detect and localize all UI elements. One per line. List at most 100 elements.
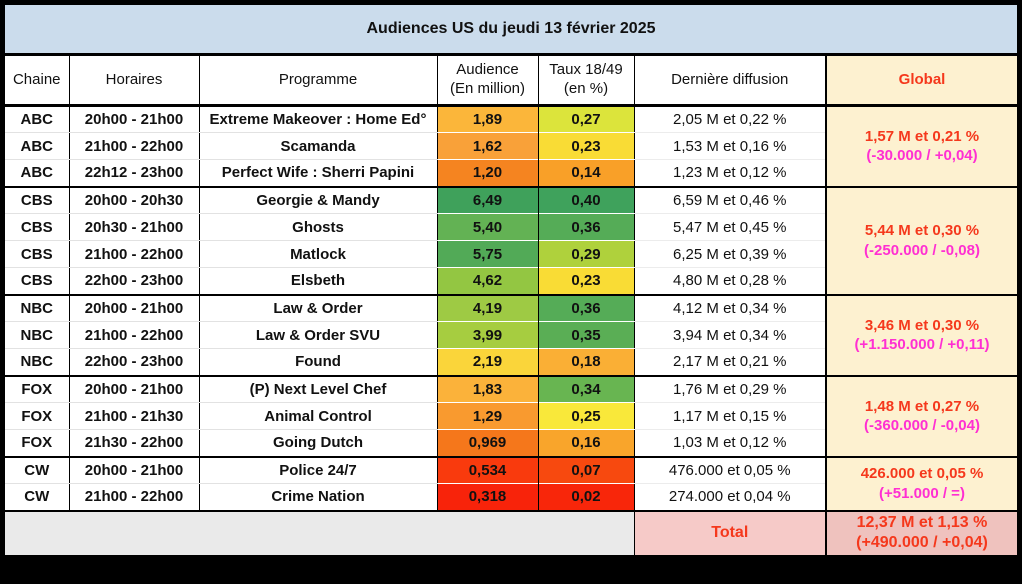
rating-cell: 0,35 [537, 321, 634, 349]
table-row: FOX 21h30 - 22h00 Going Dutch 0,969 0,16… [5, 429, 1017, 458]
audience-cell: 0,969 [436, 429, 538, 458]
global-cell: 5,44 M et 0,30 % (-250.000 / -0,08) [825, 186, 1017, 296]
programme-cell: Animal Control [198, 402, 437, 430]
global-delta: (-30.000 / +0,04) [866, 147, 978, 165]
last-broadcast-cell: 5,47 M et 0,45 % [633, 213, 826, 241]
audience-cell: 1,20 [436, 159, 538, 188]
global-average: 5,44 M et 0,30 % [864, 222, 980, 239]
network-cell: FOX [5, 429, 69, 458]
last-broadcast-cell: 4,80 M et 0,28 % [633, 267, 826, 296]
global-average: 1,48 M et 0,27 % [864, 397, 980, 415]
rating-cell: 0,27 [537, 105, 634, 133]
programme-cell: Matlock [198, 240, 437, 268]
timeslot-cell: 21h00 - 22h00 [68, 321, 199, 349]
network-cell: CBS [5, 240, 69, 268]
last-broadcast-cell: 1,17 M et 0,15 % [633, 402, 826, 430]
last-broadcast-cell: 2,17 M et 0,21 % [633, 348, 826, 377]
global-cell: 426.000 et 0,05 % (+51.000 / =) [825, 456, 1017, 512]
global-delta: (+1.150.000 / +0,11) [854, 336, 990, 353]
audience-cell: 5,40 [436, 213, 538, 241]
audience-cell: 1,83 [436, 375, 538, 403]
programme-cell: Police 24/7 [198, 456, 437, 484]
rating-cell: 0,36 [537, 213, 634, 241]
last-broadcast-cell: 476.000 et 0,05 % [633, 456, 826, 484]
timeslot-cell: 21h00 - 22h00 [68, 483, 199, 512]
timeslot-cell: 22h12 - 23h00 [68, 159, 199, 188]
programme-cell: Georgie & Mandy [198, 186, 437, 214]
rating-cell: 0,25 [537, 402, 634, 430]
table-row: NBC 20h00 - 21h00 Law & Order 4,19 0,36 … [5, 294, 1017, 377]
last-broadcast-cell: 3,94 M et 0,34 % [633, 321, 826, 349]
table-row: CW 21h00 - 22h00 Crime Nation 0,318 0,02… [5, 483, 1017, 512]
audience-cell: 0,318 [436, 483, 538, 512]
total-delta: (+490.000 / +0,04) [856, 534, 988, 551]
col-header-chaine: Chaine [5, 56, 69, 107]
total-label: Total [633, 510, 826, 555]
rating-cell: 0,29 [537, 240, 634, 268]
rating-cell: 0,16 [537, 429, 634, 458]
col-header-taux: Taux 18/49 (en %) [537, 56, 634, 107]
global-average: 426.000 et 0,05 % [860, 465, 984, 482]
col-header-audience: Audience (En million) [436, 56, 538, 107]
network-cell: FOX [5, 375, 69, 403]
rating-cell: 0,36 [537, 294, 634, 322]
audience-cell: 3,99 [436, 321, 538, 349]
table-row: ABC 21h00 - 22h00 Scamanda 1,62 0,23 1,5… [5, 132, 1017, 160]
rating-cell: 0,14 [537, 159, 634, 188]
col-header-global: Global [825, 56, 1017, 107]
global-delta: (-360.000 / -0,04) [864, 417, 980, 434]
audience-cell: 6,49 [436, 186, 538, 214]
network-cell: ABC [5, 132, 69, 160]
table-row: ABC 22h12 - 23h00 Perfect Wife : Sherri … [5, 159, 1017, 188]
timeslot-cell: 20h30 - 21h00 [68, 213, 199, 241]
audience-cell: 1,89 [436, 105, 538, 133]
rating-cell: 0,07 [537, 456, 634, 484]
col-header-programme: Programme [198, 56, 437, 107]
col-header-audience-line1: Audience [456, 61, 519, 79]
audience-cell: 1,29 [436, 402, 538, 430]
audience-cell: 4,62 [436, 267, 538, 296]
total-value-cell: 12,37 M et 1,13 % (+490.000 / +0,04) [825, 510, 1017, 555]
programme-cell: Perfect Wife : Sherri Papini [198, 159, 437, 188]
audience-cell: 1,62 [436, 132, 538, 160]
rating-cell: 0,40 [537, 186, 634, 214]
rating-cell: 0,34 [537, 375, 634, 403]
timeslot-cell: 20h00 - 21h00 [68, 105, 199, 133]
audience-cell: 2,19 [436, 348, 538, 377]
rating-cell: 0,02 [537, 483, 634, 512]
network-cell: CW [5, 456, 69, 484]
network-cell: ABC [5, 105, 69, 133]
rating-cell: 0,23 [537, 267, 634, 296]
last-broadcast-cell: 6,59 M et 0,46 % [633, 186, 826, 214]
network-cell: NBC [5, 294, 69, 322]
timeslot-cell: 21h00 - 21h30 [68, 402, 199, 430]
global-delta: (+51.000 / =) [879, 484, 965, 502]
table-row: CBS 22h00 - 23h00 Elsbeth 4,62 0,23 4,80… [5, 267, 1017, 296]
global-cell: 3,46 M et 0,30 % (+1.150.000 / +0,11) [825, 294, 1017, 377]
programme-cell: Ghosts [198, 213, 437, 241]
timeslot-cell: 21h30 - 22h00 [68, 429, 199, 458]
col-header-derniere: Dernière diffusion [633, 56, 826, 107]
programme-cell: Found [198, 348, 437, 377]
page-title: Audiences US du jeudi 13 février 2025 [5, 5, 1017, 56]
col-header-taux-line2: (en %) [563, 80, 609, 97]
programme-cell: (P) Next Level Chef [198, 375, 437, 403]
global-average: 1,57 M et 0,21 % [864, 127, 980, 145]
col-header-taux-line1: Taux 18/49 [549, 61, 623, 79]
audience-cell: 0,534 [436, 456, 538, 484]
programme-cell: Crime Nation [198, 483, 437, 512]
programme-cell: Scamanda [198, 132, 437, 160]
timeslot-cell: 20h00 - 21h00 [68, 375, 199, 403]
col-header-horaires: Horaires [68, 56, 199, 107]
rating-cell: 0,18 [537, 348, 634, 377]
network-cell: NBC [5, 321, 69, 349]
global-cell: 1,57 M et 0,21 % (-30.000 / +0,04) [825, 105, 1017, 188]
global-average: 3,46 M et 0,30 % [864, 316, 980, 334]
table-row: NBC 22h00 - 23h00 Found 2,19 0,18 2,17 M… [5, 348, 1017, 377]
total-average: 12,37 M et 1,13 % [856, 514, 988, 531]
header-row: Chaine Horaires Programme Audience (En m… [5, 56, 1017, 107]
table-row: NBC 21h00 - 22h00 Law & Order SVU 3,99 0… [5, 321, 1017, 349]
network-cell: CW [5, 483, 69, 512]
audience-table: Chaine Horaires Programme Audience (En m… [5, 56, 1017, 555]
